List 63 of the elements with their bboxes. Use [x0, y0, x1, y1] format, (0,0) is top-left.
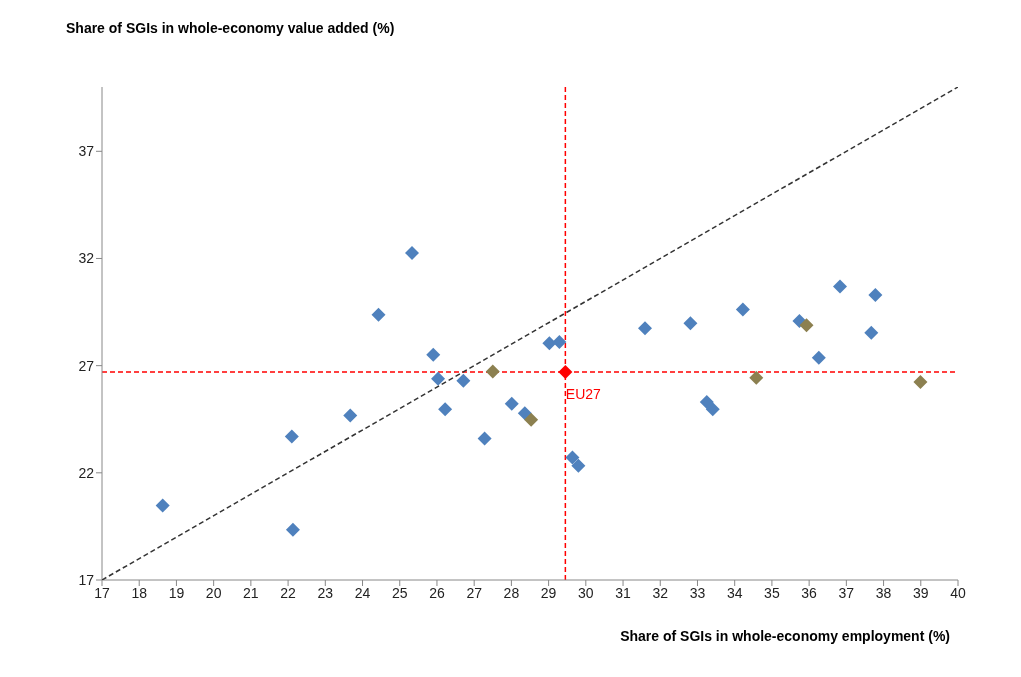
point	[571, 458, 586, 473]
point	[864, 325, 879, 340]
x-tick-label: 39	[912, 584, 929, 601]
point	[343, 408, 358, 423]
point	[438, 402, 453, 417]
point	[868, 287, 883, 302]
x-tick-label: 23	[317, 584, 334, 601]
point	[705, 402, 720, 417]
point	[524, 412, 539, 427]
y-axis-title: Share of SGIs in whole-economy value added (%)	[65, 19, 396, 38]
x-tick-label: 40	[950, 584, 966, 601]
point	[558, 365, 573, 380]
x-tick-label: 21	[243, 584, 259, 601]
point	[565, 450, 580, 465]
point	[913, 374, 928, 389]
point	[749, 370, 764, 385]
x-tick-label: 19	[168, 584, 185, 601]
x-tick-label: 28	[503, 584, 520, 601]
point	[735, 302, 750, 317]
point	[371, 307, 386, 322]
point	[699, 394, 714, 409]
y-tick-label: 17	[78, 571, 95, 588]
x-tick-label: 32	[652, 584, 669, 601]
point	[285, 522, 300, 537]
x-axis-title: Share of SGIs in whole-economy employment (%)	[619, 628, 951, 644]
point	[811, 350, 826, 365]
point	[456, 373, 471, 388]
point	[504, 396, 519, 411]
point	[552, 335, 567, 350]
x-tick-label: 25	[391, 584, 408, 601]
x-tick-label: 37	[838, 584, 855, 601]
point	[485, 364, 500, 379]
point	[426, 347, 441, 362]
point	[799, 318, 814, 333]
x-tick-label: 33	[689, 584, 706, 601]
x-tick-label: 30	[578, 584, 594, 601]
x-tick-label: 31	[615, 584, 632, 601]
point	[405, 245, 420, 260]
point	[833, 279, 848, 294]
y-tick-label: 32	[78, 250, 95, 267]
x-tick-label: 38	[875, 584, 892, 601]
point	[477, 431, 492, 446]
x-tick-label: 36	[801, 584, 818, 601]
x-tick-label: 26	[429, 584, 445, 601]
point	[542, 336, 557, 351]
x-tick-label: 24	[354, 584, 371, 601]
series-label: EU27	[565, 385, 602, 402]
x-tick-label: 22	[280, 584, 297, 601]
y-tick-label: 37	[78, 143, 95, 160]
x-tick-label: 20	[205, 584, 222, 601]
point	[284, 429, 299, 444]
x-tick-label: 17	[94, 584, 110, 601]
x-tick-label: 35	[764, 584, 780, 601]
x-tick-label: 18	[131, 584, 148, 601]
point	[431, 371, 446, 386]
point	[683, 316, 698, 331]
y-tick-label: 27	[78, 357, 95, 374]
point	[155, 498, 170, 513]
x-tick-label: 27	[466, 584, 483, 601]
y-tick-label: 22	[78, 464, 95, 481]
x-tick-label: 29	[540, 584, 557, 601]
point	[638, 321, 652, 336]
x-tick-label: 34	[726, 584, 743, 601]
